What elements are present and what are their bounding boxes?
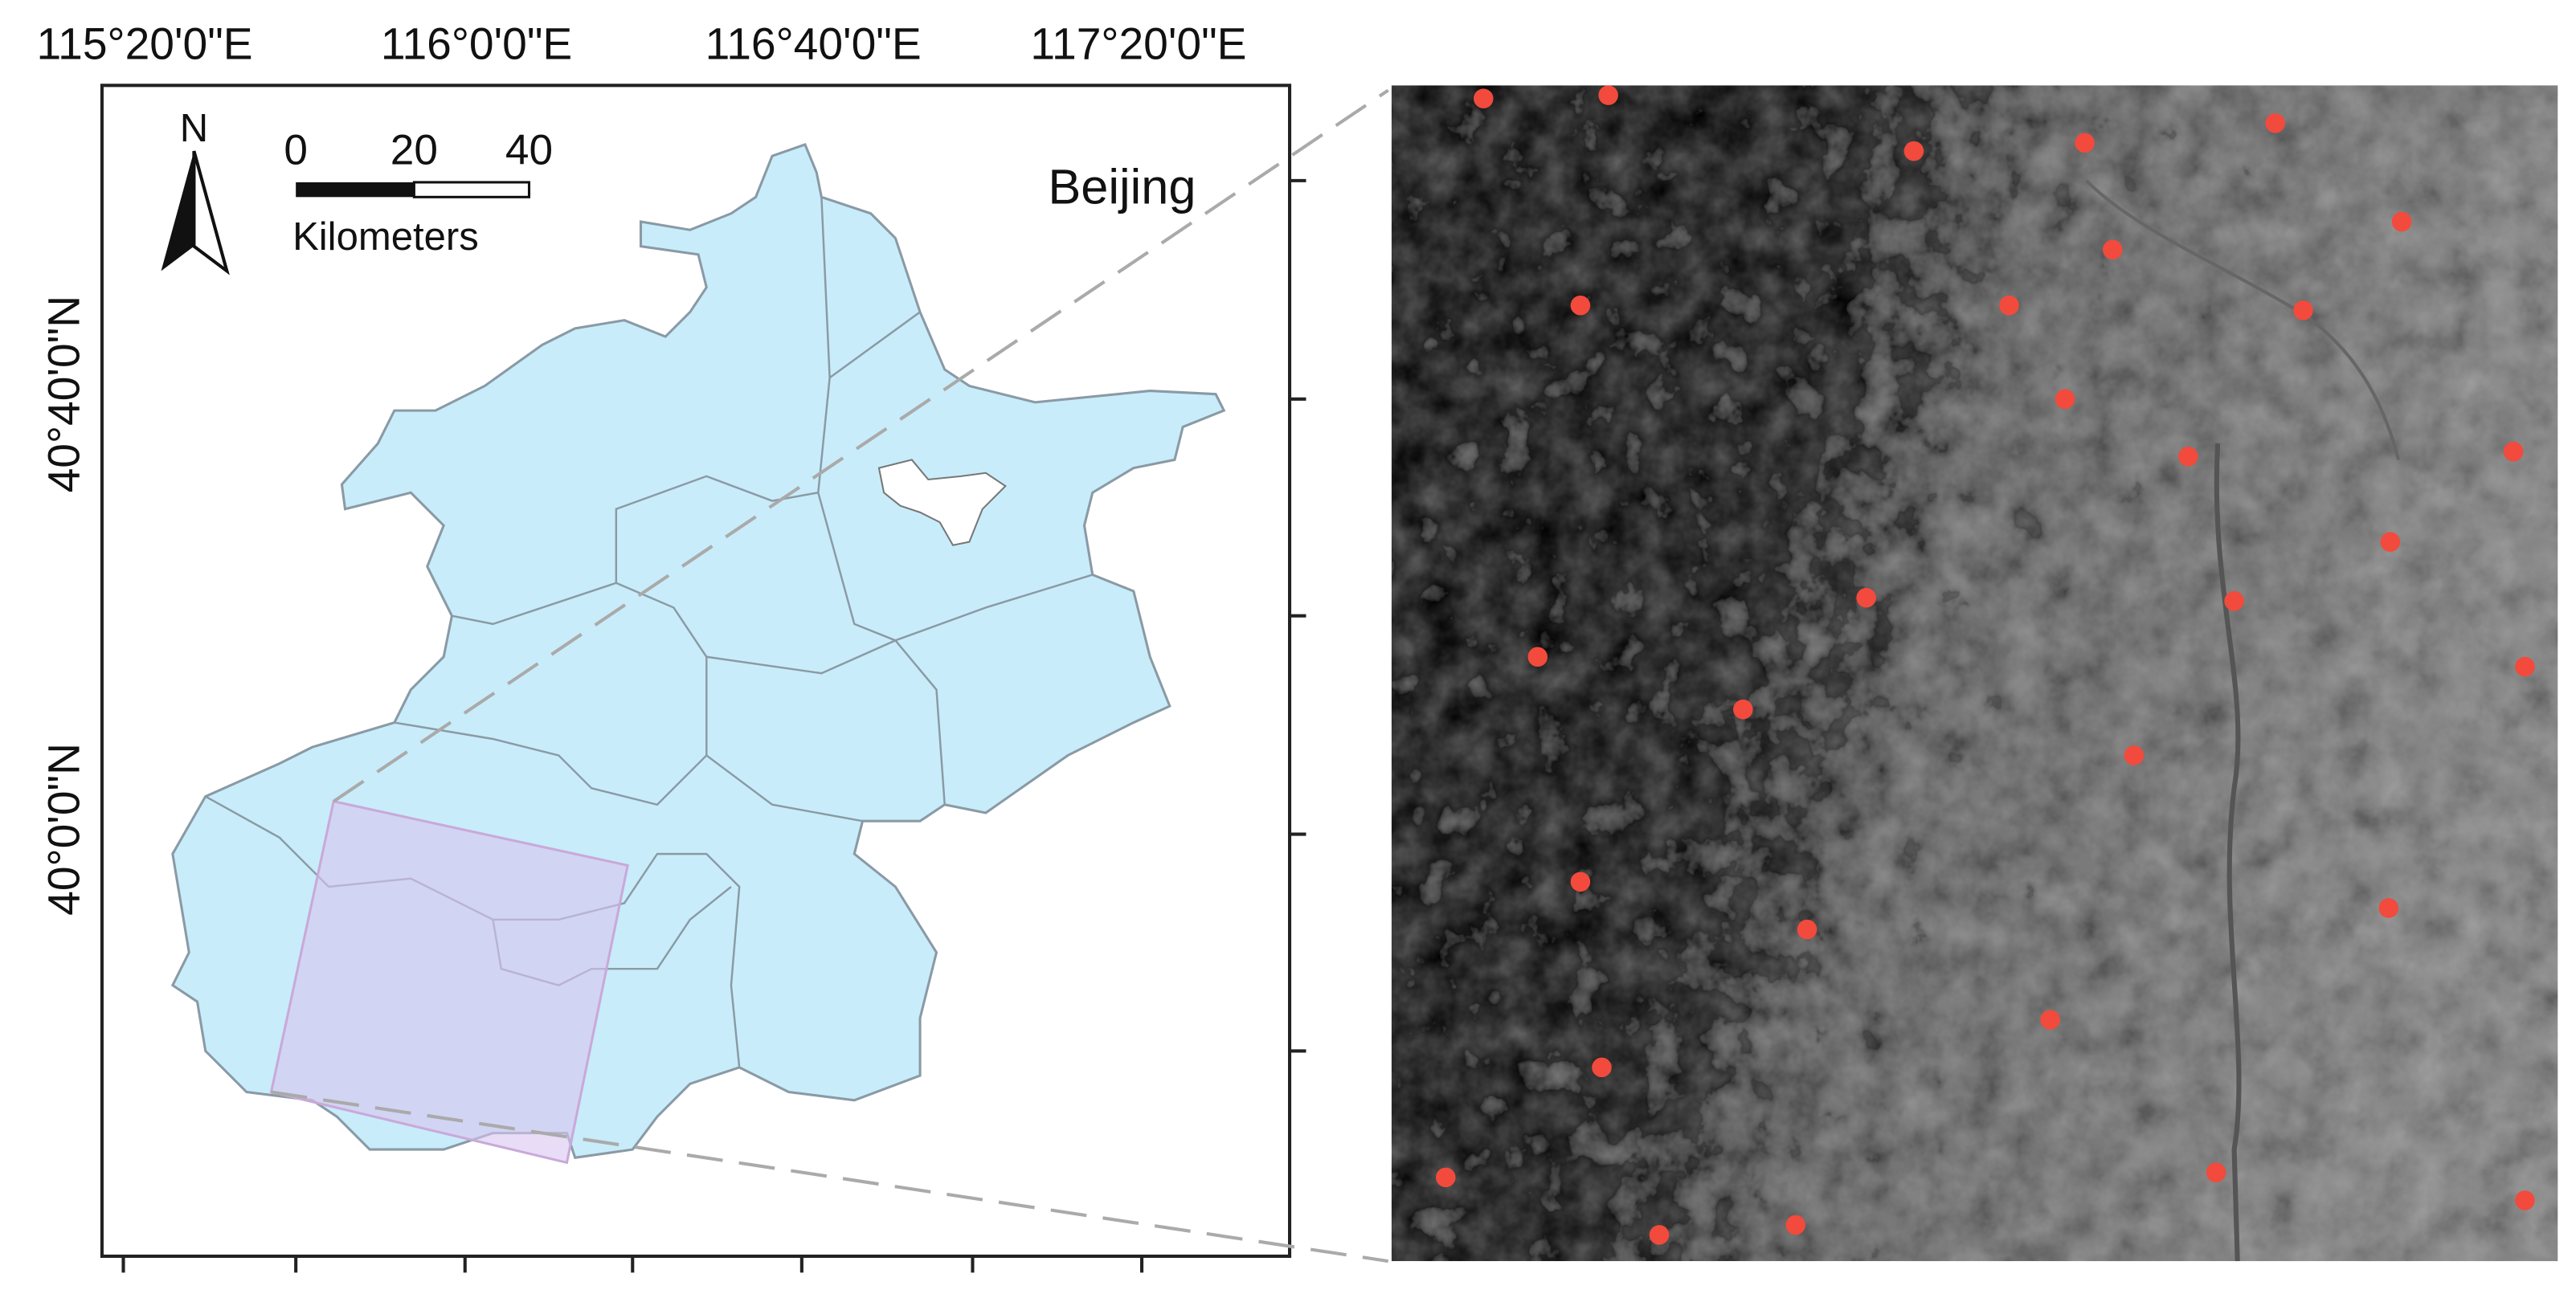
scale-unit: Kilometers [292,215,479,259]
scale-bar: 0 20 40 Kilometers [284,126,553,258]
satellite-image [1391,85,2558,1262]
sample-points [1435,85,2535,1245]
study-area [269,799,629,1165]
lat-label: 40°0'0"N [39,743,88,916]
scale-tick: 0 [284,126,308,173]
reservoir [877,459,1007,546]
lat-label: 40°40'0"N [39,296,88,493]
north-label: N [180,107,208,150]
lon-label: 116°40'0"E [705,19,922,69]
lon-label: 117°20'0"E [1030,19,1246,69]
scale-tick: 20 [390,126,438,173]
connector-lines [271,88,1389,1263]
lon-label: 115°20'0"E [37,19,253,69]
scale-tick: 40 [505,126,553,173]
lon-label: 116°0'0"E [381,19,572,69]
region-label: Beijing [1048,159,1196,214]
